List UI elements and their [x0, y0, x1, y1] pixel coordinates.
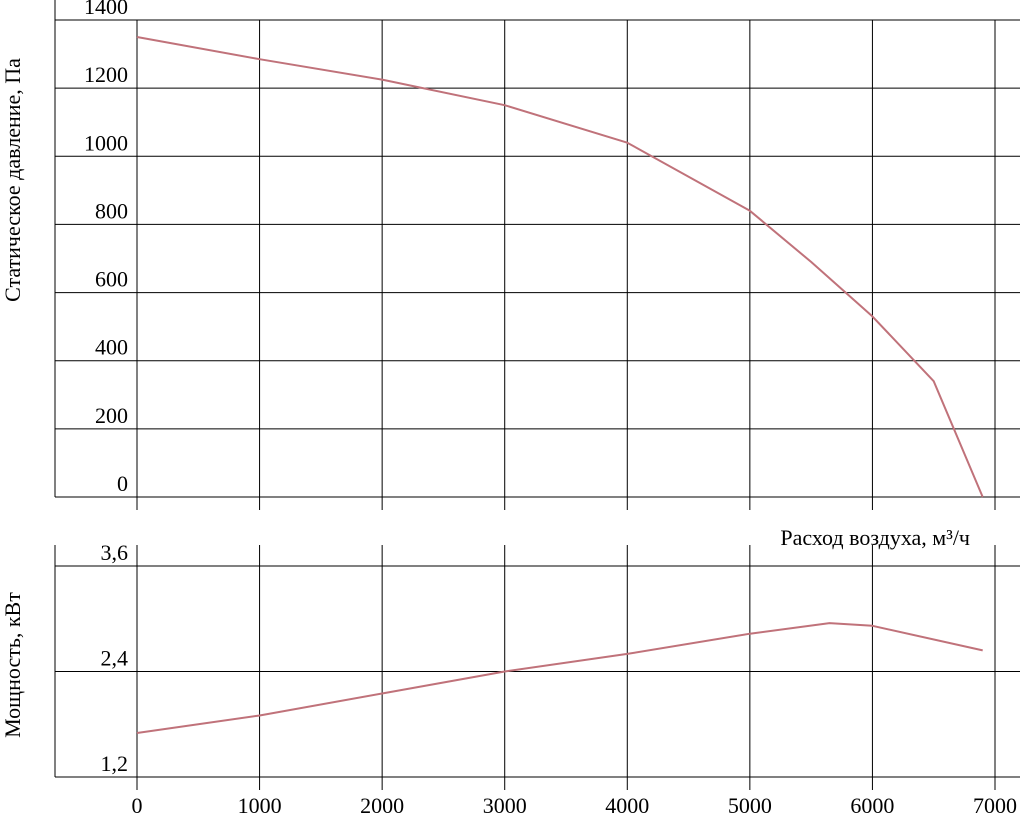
x-tick-label: 0: [132, 793, 143, 818]
y-tick-label: 1200: [84, 62, 128, 87]
x-tick-label: 7000: [973, 793, 1017, 818]
x-tick-label: 4000: [605, 793, 649, 818]
y-axis-label: Статическое давление, Па: [0, 58, 25, 302]
x-tick-label: 1000: [238, 793, 282, 818]
y-tick-label: 2,4: [101, 646, 129, 671]
data-line: [136, 36, 984, 498]
x-axis-label: Расход воздуха, м³/ч: [780, 525, 970, 550]
y-tick-label: 1,2: [101, 751, 129, 776]
data-line: [136, 622, 983, 734]
x-tick-label: 3000: [483, 793, 527, 818]
y-tick-label: 1000: [84, 130, 128, 155]
y-tick-label: 800: [95, 198, 128, 223]
y-tick-label: 400: [95, 335, 128, 360]
y-tick-label: 1400: [84, 0, 128, 19]
y-tick-label: 600: [95, 267, 128, 292]
x-tick-label: 5000: [728, 793, 772, 818]
y-tick-label: 3,6: [101, 540, 129, 565]
x-tick-label: 6000: [850, 793, 894, 818]
y-axis-label: Мощность, кВт: [0, 592, 25, 738]
y-tick-label: 0: [117, 471, 128, 496]
y-tick-label: 200: [95, 403, 128, 428]
x-tick-label: 2000: [360, 793, 404, 818]
